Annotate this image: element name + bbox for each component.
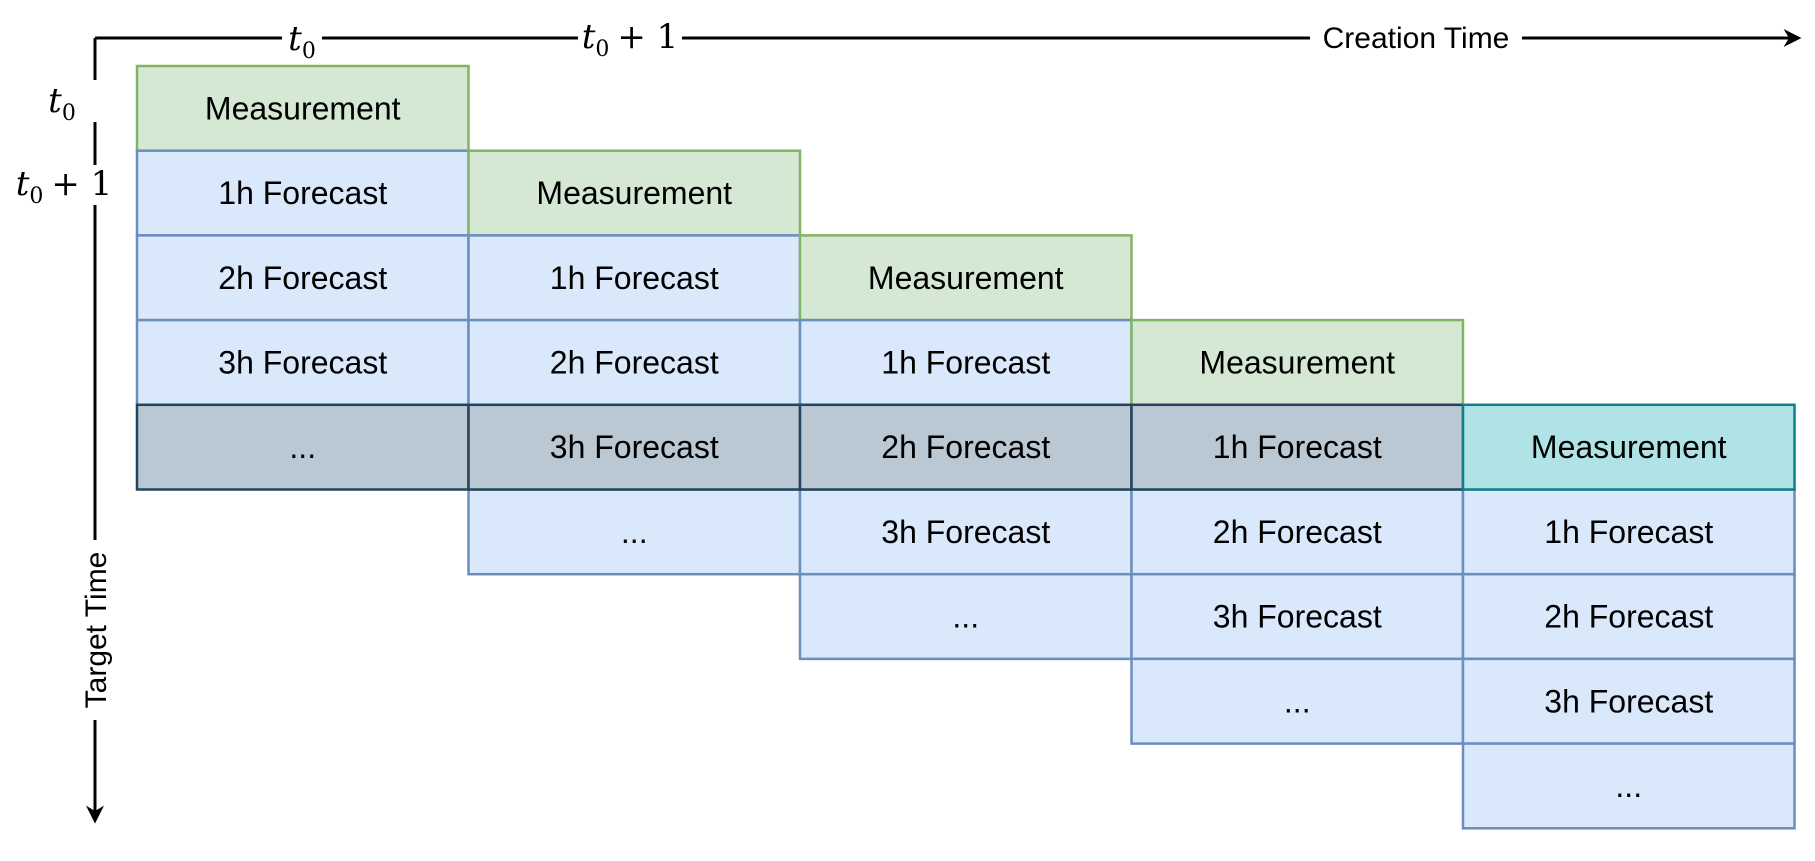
cell-box	[798, 488, 1133, 576]
cell-label: 2h Forecast	[1544, 599, 1713, 635]
cell-box	[135, 64, 470, 152]
cell-label: ...	[621, 514, 648, 550]
cell-forecast-col1-row2: 1h Forecast	[135, 149, 470, 237]
cell-forecast-col3-row4: 3h Forecast	[798, 488, 1133, 576]
cell-label: ...	[952, 599, 979, 635]
cell-forecast-col1-row3: 2h Forecast	[135, 234, 470, 322]
cell-box	[467, 149, 802, 237]
cell-label: Measurement	[536, 175, 732, 211]
cell-label: 3h Forecast	[1213, 599, 1382, 635]
cell-label: ...	[1615, 768, 1642, 804]
cell-box	[467, 234, 802, 322]
cell-highlight-measurement-col5-row1: Measurement	[1461, 403, 1796, 491]
cell-forecast-col2-row3: 2h Forecast	[467, 318, 802, 407]
cell-box	[1130, 403, 1465, 491]
cell-box	[1130, 572, 1465, 661]
cell-box	[1461, 403, 1796, 491]
cell-label: Measurement	[205, 90, 401, 126]
cell-forecast-col5-row3: 2h Forecast	[1461, 572, 1796, 661]
cell-forecast-col4-row5: ...	[1130, 657, 1465, 745]
cell-label: ...	[289, 429, 316, 465]
cell-highlight-col3-row3: 2h Forecast	[798, 403, 1133, 491]
cell-forecast-col5-row2: 1h Forecast	[1461, 488, 1796, 576]
cell-measurement-col3-row1: Measurement	[798, 234, 1133, 322]
cell-box	[467, 318, 802, 407]
cell-forecast-col5-row5: ...	[1461, 742, 1796, 830]
cell-label: 2h Forecast	[881, 429, 1050, 465]
cell-measurement-col2-row1: Measurement	[467, 149, 802, 237]
cell-highlight-col4-row2: 1h Forecast	[1130, 403, 1465, 491]
cell-forecast-col3-row2: 1h Forecast	[798, 318, 1133, 407]
cell-label: 1h Forecast	[1213, 429, 1382, 465]
cell-forecast-col3-row5: ...	[798, 572, 1133, 661]
cell-box	[1461, 488, 1796, 576]
cell-box	[1461, 572, 1796, 661]
cell-measurement-col4-row1: Measurement	[1130, 318, 1465, 407]
cell-box	[1130, 657, 1465, 745]
cell-forecast-col2-row2: 1h Forecast	[467, 234, 802, 322]
target-time-axis: t0 t0 + 1 Target Time	[16, 38, 113, 824]
cell-box	[798, 403, 1133, 491]
cell-label: Measurement	[868, 260, 1064, 296]
cell-label: 2h Forecast	[1213, 514, 1382, 550]
cell-forecast-col1-row4: 3h Forecast	[135, 318, 470, 407]
target-tick-t0: t0	[48, 81, 76, 126]
cell-box	[467, 403, 802, 491]
cell-label: 2h Forecast	[218, 260, 387, 296]
cell-label: 3h Forecast	[218, 344, 387, 380]
target-time-label: Target Time	[80, 552, 113, 709]
cell-forecast-col2-row5: ...	[467, 488, 802, 576]
cell-box	[798, 572, 1133, 661]
cell-label: 2h Forecast	[550, 344, 719, 380]
cell-forecast-col4-row4: 3h Forecast	[1130, 572, 1465, 661]
cell-highlight-col1-row5: ...	[135, 403, 470, 491]
cell-label: 1h Forecast	[1544, 514, 1713, 550]
cell-box	[1461, 742, 1796, 830]
cell-label: 3h Forecast	[550, 429, 719, 465]
creation-tick-t0: t0	[288, 19, 316, 64]
cell-box	[1461, 657, 1796, 745]
cell-forecast-col4-row3: 2h Forecast	[1130, 488, 1465, 576]
cell-label: 1h Forecast	[550, 260, 719, 296]
cell-measurement-col1-row1: Measurement	[135, 64, 470, 152]
target-tick-t0-plus-1: t0 + 1	[16, 164, 113, 209]
cell-label: ...	[1284, 683, 1311, 719]
creation-tick-t0-plus-1: t0 + 1	[582, 17, 679, 62]
creation-time-label: Creation Time	[1323, 22, 1510, 55]
cell-label: 3h Forecast	[1544, 683, 1713, 719]
cell-highlight-col2-row4: 3h Forecast	[467, 403, 802, 491]
cell-forecast-col5-row4: 3h Forecast	[1461, 657, 1796, 745]
cell-label: 3h Forecast	[881, 514, 1050, 550]
forecast-grid: Measurement 1h Forecast 2h Forecast 3h Fore…	[135, 64, 1796, 830]
creation-time-axis: t0 t0 + 1 Creation Time	[95, 17, 1802, 64]
cell-label: 1h Forecast	[881, 344, 1050, 380]
cell-box	[467, 488, 802, 576]
cell-label: 1h Forecast	[218, 175, 387, 211]
cell-label: Measurement	[1199, 344, 1395, 380]
cell-label: Measurement	[1531, 429, 1727, 465]
